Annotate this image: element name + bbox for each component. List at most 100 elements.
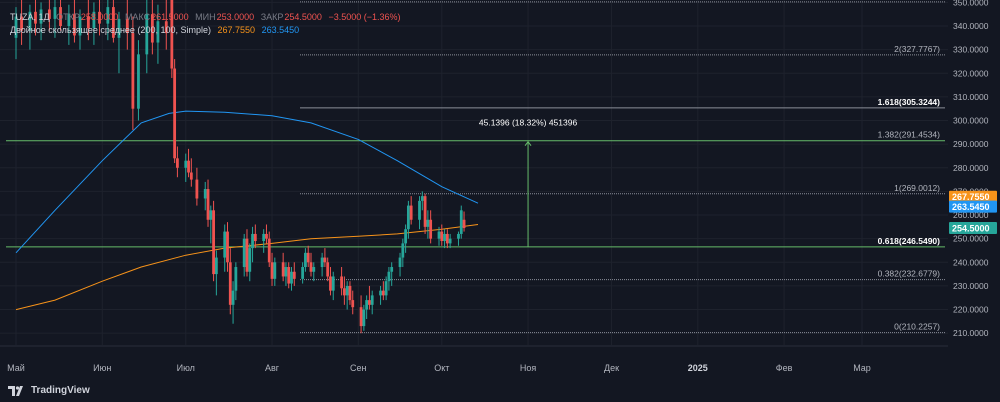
candle-body [98, 11, 101, 24]
indicator-legend[interactable]: Двойное скользящее среднее (200, 100, Si… [10, 25, 303, 35]
candle-body [125, 18, 129, 34]
candle-body [209, 210, 213, 220]
measure-arrow-head [524, 140, 532, 147]
time-tick-label: Июн [93, 363, 111, 373]
price-tick-label: 290.0000 [953, 139, 989, 149]
candle-body [226, 231, 229, 263]
time-tick-label: Окт [434, 363, 449, 373]
candle-body [131, 33, 135, 109]
indicator-name[interactable]: Двойное скользящее среднее (200, 100, Si… [10, 25, 211, 35]
candle-body [401, 243, 405, 258]
price-tick-label: 330.0000 [953, 45, 989, 55]
low-label: МИН [195, 12, 216, 22]
fib-level-label: 0(210.2257) [894, 322, 940, 332]
symbol-legend[interactable]: TUZA, 1Д ОТКР258.0000 МАКС261.5000 МИН 25… [10, 12, 405, 22]
candle-body [342, 288, 346, 296]
candle-body [78, 16, 82, 36]
candle-body [345, 285, 349, 296]
candle-body [184, 160, 188, 168]
price-tick-label: 300.0000 [953, 116, 989, 126]
candle-body [390, 267, 394, 272]
candle-body [214, 257, 218, 275]
candle-body [290, 271, 293, 284]
open-value: 258.0000 [80, 12, 119, 22]
candle-body [20, 16, 23, 31]
time-tick-label: Ноя [520, 363, 537, 373]
candle-body [150, 14, 154, 43]
candle-body [462, 219, 466, 229]
time-tick-label: Май [7, 363, 25, 373]
time-tick-label: Дек [604, 363, 619, 373]
fibonacci-levels[interactable]: 0(210.2257) 0.382(232.6779) 0.618(246.5490… [6, 1, 945, 334]
candle-body [312, 267, 316, 272]
candle-body [457, 233, 460, 239]
price-marker-label: 254.5000 [952, 224, 990, 234]
candle-body [284, 267, 288, 277]
time-axis[interactable]: Май Июн Июл Авг Сен Окт Ноя Дек 2025 Фев Мар [0, 345, 948, 373]
candle-body [348, 285, 352, 301]
candle-body [429, 219, 433, 239]
symbol-name[interactable]: TUZA, 1Д [10, 12, 50, 22]
price-marker-label: 263.5450 [952, 202, 990, 212]
candle-body [398, 257, 402, 268]
tradingview-icon [8, 386, 26, 396]
candle-body [340, 276, 343, 289]
candle-body [301, 267, 305, 279]
candle-body [370, 295, 374, 305]
high-label: МАКС [124, 12, 151, 22]
candle-body [379, 290, 382, 296]
candle-body [281, 262, 285, 277]
candle-body [245, 238, 249, 272]
open-label: ОТКР [56, 12, 80, 22]
candle-body [187, 160, 190, 173]
candle-body [242, 238, 246, 268]
candle-body [437, 231, 441, 239]
candle-body [440, 231, 444, 242]
price-axis-bg [948, 0, 1000, 345]
candle-body [384, 281, 388, 296]
ma200-value: 267.7550 [217, 25, 256, 35]
high-value: 261.5000 [151, 12, 189, 22]
fib-level-label: 2(327.7767) [894, 44, 940, 54]
candle-body [212, 210, 215, 275]
candle-body [420, 196, 424, 201]
price-tick-label: 260.0000 [953, 210, 989, 220]
candle-body [265, 233, 268, 239]
time-tick-label: Сен [350, 363, 367, 373]
close-value: 254.5000 [284, 12, 322, 22]
candle-body [73, 14, 76, 36]
candle-body [326, 262, 330, 277]
candle-body [304, 252, 307, 268]
candle-body [365, 300, 369, 310]
time-tick-label: Авг [265, 363, 280, 373]
price-range-measure[interactable]: 45.1396 (18.32%) 451396 [479, 118, 578, 247]
candle-body [306, 252, 310, 263]
candle-body [406, 205, 410, 230]
candle-body [228, 262, 232, 305]
price-tick-label: 210.0000 [953, 328, 989, 338]
tradingview-logo[interactable]: TradingView [8, 385, 90, 396]
candle-body [423, 196, 427, 227]
change-value: −3.5000 (−1.36%) [328, 12, 401, 22]
fib-level-label: 0.618(246.5490) [878, 236, 941, 246]
price-axis[interactable]: 210.0000 220.0000 230.0000 240.0000 250.0000… [948, 0, 1000, 345]
candle-body [292, 271, 296, 279]
candle-body [418, 200, 421, 220]
fib-level-label: 0.382(232.6779) [878, 269, 941, 279]
candle-body [117, 18, 121, 38]
price-tick-label: 220.0000 [953, 305, 989, 315]
price-tick-label: 240.0000 [953, 257, 989, 267]
candle-body [28, 11, 32, 31]
fib-level-label: 1.382(291.4534) [878, 130, 941, 140]
candle-body [176, 158, 179, 168]
candle-body [86, 16, 90, 29]
candle-body [262, 233, 266, 242]
candle-body [362, 309, 366, 327]
candle-body [445, 233, 449, 244]
candle-body [189, 172, 193, 180]
candle-body [251, 233, 254, 249]
candle-body [267, 238, 271, 263]
candle-body [320, 257, 324, 268]
